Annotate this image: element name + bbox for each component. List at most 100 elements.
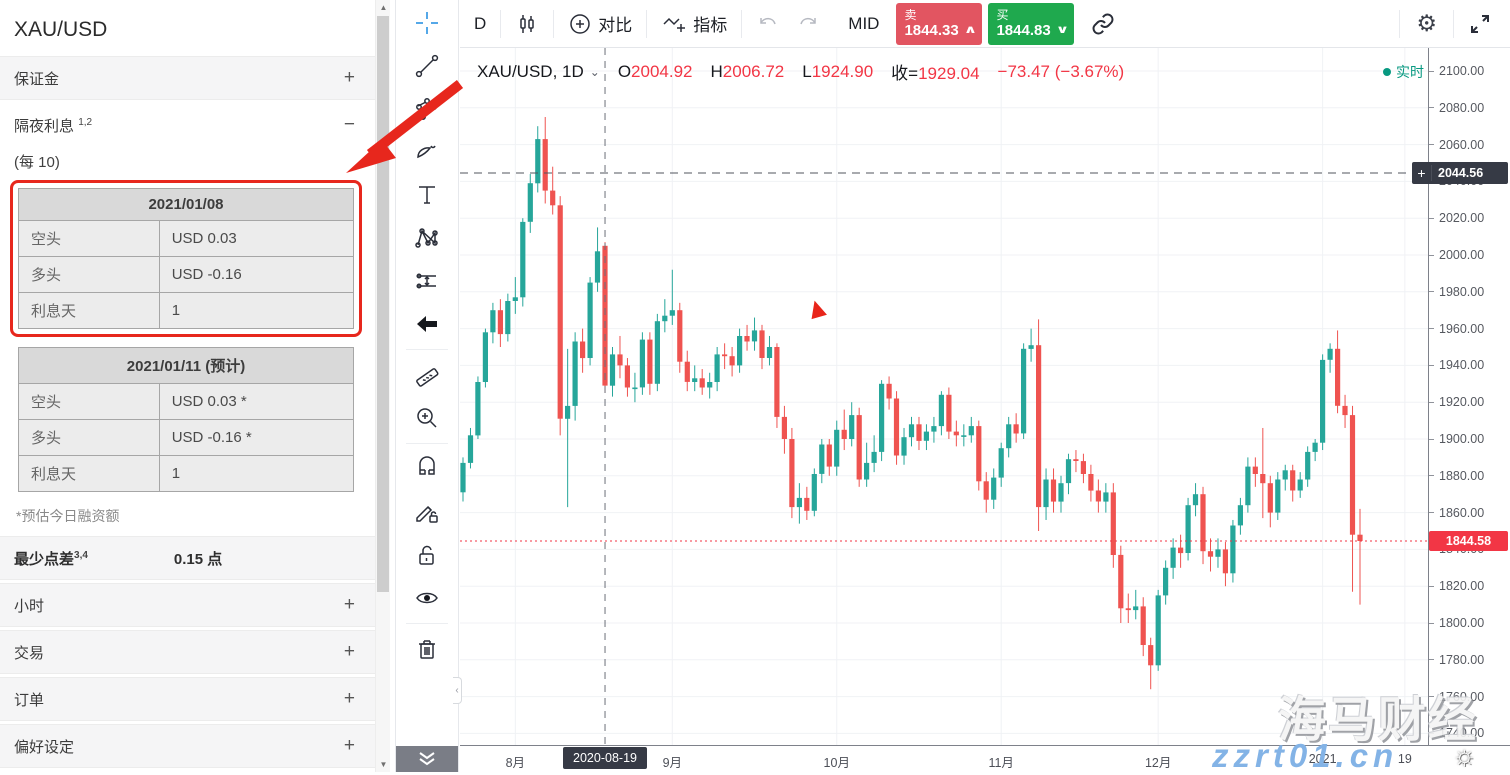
symbol-interval-dropdown[interactable]: XAU/USD, 1D ⌄ [477, 61, 600, 81]
price-tick-label: 1920.00 [1429, 394, 1484, 410]
add-alert-plus-icon[interactable]: + [1412, 165, 1432, 181]
mid-price-mode-button[interactable]: MID [848, 13, 880, 33]
price-axis[interactable]: 2100.002080.002060.002040.002020.002000.… [1428, 48, 1510, 745]
price-tick-label: 1960.00 [1429, 321, 1484, 337]
expand-icon[interactable]: + [343, 67, 355, 88]
lock-all-icon[interactable] [407, 535, 447, 575]
scrollbar-thumb[interactable] [377, 16, 389, 592]
compare-button[interactable]: 对比 [554, 0, 646, 47]
table-row: 空头 USD 0.03 [18, 220, 355, 257]
table-row: 多头 USD -0.16 [18, 256, 355, 293]
interval-button[interactable]: D [474, 13, 487, 33]
section-overnight[interactable]: 隔夜利息 1,2 − [0, 103, 375, 147]
table-row: 利息天 1 [18, 455, 355, 492]
indicators-button[interactable]: 指标 [647, 0, 741, 47]
expand-icon[interactable]: + [343, 688, 355, 709]
overnight-table-current: 2021/01/08 空头 USD 0.03 多头 USD -0.16 利息天 1 [18, 188, 355, 329]
expand-icon[interactable]: + [343, 641, 355, 662]
price-tick-label: 2080.00 [1429, 100, 1484, 116]
fullscreen-icon [1471, 14, 1489, 33]
symbol-info-panel: XAU/USD 保证金 + 隔夜利息 1,2 − (每 10) 2021/01/… [0, 0, 375, 772]
min-spread-value: 0.15 点 [173, 550, 223, 568]
scroll-up-icon[interactable]: ▲ [379, 3, 388, 12]
min-spread-row: 最少点差3,4 0.15 点 [0, 536, 375, 580]
price-tick-label: 1980.00 [1429, 284, 1484, 300]
toolbar-collapse-button[interactable] [396, 746, 458, 772]
overnight-subtitle: (每 10) [14, 154, 60, 171]
section-orders[interactable]: 订单 + [0, 677, 375, 721]
price-tick-label: 1800.00 [1429, 615, 1484, 631]
price-tick-label: 1900.00 [1429, 431, 1484, 447]
table-row: 空头 USD 0.03 * [18, 383, 355, 420]
table-date-header: 2021/01/11 (预计) [18, 347, 354, 384]
long-short-position-tool[interactable] [407, 261, 447, 301]
collapse-icon[interactable]: − [343, 114, 355, 135]
zoom-in-tool[interactable] [407, 398, 447, 438]
magnet-icon[interactable] [407, 449, 447, 489]
section-preferences[interactable]: 偏好设定 + [0, 724, 375, 768]
time-tick-label: 19 [1397, 752, 1412, 766]
measure-tool[interactable] [407, 355, 447, 395]
chevron-down-icon: ⌄ [589, 64, 600, 79]
panel-collapse-handle[interactable]: ‹ [453, 677, 462, 704]
section-margin-label: 保证金 [14, 70, 60, 88]
ohlc-high: H2006.72 [710, 61, 785, 81]
expand-icon[interactable]: + [343, 594, 355, 615]
price-tick-label: 1860.00 [1429, 505, 1484, 521]
price-tick-label: 1820.00 [1429, 578, 1484, 594]
text-tool[interactable] [407, 175, 447, 215]
table-date-header: 2021/01/08 [18, 188, 354, 221]
fullscreen-button[interactable] [1454, 0, 1506, 47]
crosshair-tool[interactable] [407, 3, 447, 43]
realtime-label: 实时 [1396, 64, 1424, 80]
sidebar-scrollbar[interactable]: ▲ ▼ [375, 0, 390, 772]
ohlc-close: 收=1929.04 [891, 64, 980, 83]
price-tick-label: 2000.00 [1429, 247, 1484, 263]
candlestick-chart[interactable] [460, 48, 1428, 745]
xabcd-pattern-tool[interactable] [407, 218, 447, 258]
section-hours[interactable]: 小时 + [0, 583, 375, 627]
section-margin[interactable]: 保证金 + [0, 56, 375, 100]
time-tick-label: 11月 [988, 756, 1014, 770]
gann-fib-tool[interactable] [407, 89, 447, 129]
time-tick-label: 10月 [823, 756, 850, 770]
ohlc-low: L1924.90 [802, 61, 874, 81]
time-tick-label: 9月 [662, 756, 683, 770]
ohlc-open: O2004.92 [617, 61, 693, 81]
drawing-mode-lock-icon[interactable] [407, 492, 447, 532]
buy-button[interactable]: 买 1844.83 ∨ [988, 2, 1075, 45]
chart-style-button[interactable] [501, 0, 553, 47]
table-row: 多头 USD -0.16 * [18, 419, 355, 456]
price-tick-label: 1760.00 [1429, 689, 1484, 705]
brush-tool[interactable] [407, 132, 447, 172]
time-tick-label: 8月 [505, 756, 526, 770]
expand-icon[interactable]: + [343, 735, 355, 756]
link-button[interactable] [1077, 0, 1129, 47]
price-tick-label: 1940.00 [1429, 357, 1484, 373]
symbol-title: XAU/USD [14, 18, 108, 41]
redo-button[interactable] [788, 0, 834, 47]
candlestick-icon [520, 14, 535, 33]
chart-toolbar: D 对比 指标 MID 卖 1844.33 ∧ 买 1844 [460, 0, 1510, 48]
chart-legend: XAU/USD, 1D ⌄ O2004.92 H2006.72 L1924.90 … [477, 59, 1124, 84]
undo-button[interactable] [742, 0, 788, 47]
sell-button[interactable]: 卖 1844.33 ∧ [896, 2, 983, 45]
section-trading[interactable]: 交易 + [0, 630, 375, 674]
hide-drawings-eye-icon[interactable] [407, 578, 447, 618]
buy-price: 1844.83 [996, 22, 1051, 39]
remove-drawings-trash-icon[interactable] [407, 629, 447, 669]
chart-pane[interactable] [460, 48, 1428, 745]
trend-line-tool[interactable] [407, 46, 447, 86]
drawing-toolbar [395, 0, 459, 772]
scroll-down-icon[interactable]: ▼ [379, 760, 388, 769]
settings-gear-icon[interactable]: ⚙ [1416, 10, 1437, 36]
change-value: −73.47 (−3.67%) [997, 61, 1125, 81]
realtime-status: 实时 [1383, 62, 1424, 82]
time-tick-label: 12月 [1144, 756, 1172, 770]
arrow-marker-tool[interactable] [407, 304, 447, 344]
tick-up-icon: ∧ [963, 24, 977, 36]
link-icon [1092, 13, 1114, 34]
section-overnight-label: 隔夜利息 1,2 [14, 116, 93, 135]
price-tick-label: 2100.00 [1429, 63, 1484, 79]
min-spread-label: 最少点差3,4 [14, 549, 88, 568]
